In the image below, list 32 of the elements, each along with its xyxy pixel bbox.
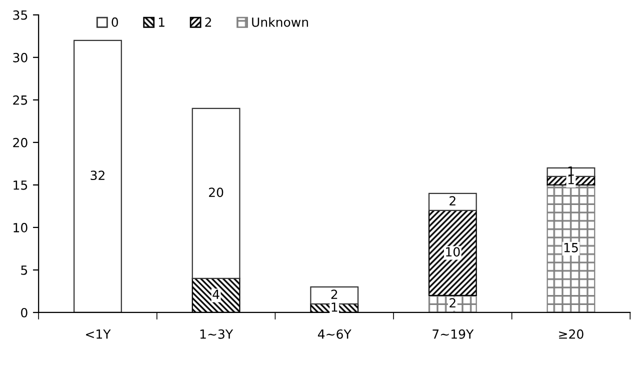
data-label: 1 <box>332 302 338 312</box>
bar <box>428 192 477 211</box>
bar <box>192 108 240 280</box>
y-tick-label: 10 <box>14 222 28 232</box>
data-label: 10 <box>446 247 460 257</box>
x-tick-label: ≥20 <box>559 329 584 339</box>
legend-label: 1 <box>158 18 164 27</box>
data-label: 15 <box>564 243 578 252</box>
data-label: 2 <box>450 196 456 206</box>
y-tick-label: 5 <box>21 266 28 275</box>
y-tick-label: 15 <box>14 180 28 190</box>
y-tick-label: 20 <box>13 138 28 148</box>
data-label: 20 <box>209 188 224 198</box>
data-label: 2 <box>331 290 338 299</box>
bar <box>546 184 596 312</box>
legend-label: Unknown <box>252 17 308 27</box>
x-tick-label: 4~6Y <box>318 329 352 339</box>
y-tick-label: 0 <box>21 308 28 318</box>
y-tick-label: 25 <box>13 95 28 105</box>
y-tick-label: 35 <box>13 10 28 20</box>
bar <box>428 210 477 296</box>
data-label: 4 <box>212 290 220 299</box>
legend-label: 0 <box>112 17 118 27</box>
data-label: 1 <box>568 166 574 176</box>
data-label: 2 <box>450 298 456 308</box>
x-tick-label: <1Y <box>86 330 111 339</box>
legend-label: 2 <box>205 17 212 27</box>
x-tick-label: 7~19Y <box>432 329 474 339</box>
bar <box>74 40 122 312</box>
y-tick-label: 30 <box>13 52 28 62</box>
x-tick-label: 1~3Y <box>200 329 234 339</box>
data-label: 32 <box>90 170 104 180</box>
